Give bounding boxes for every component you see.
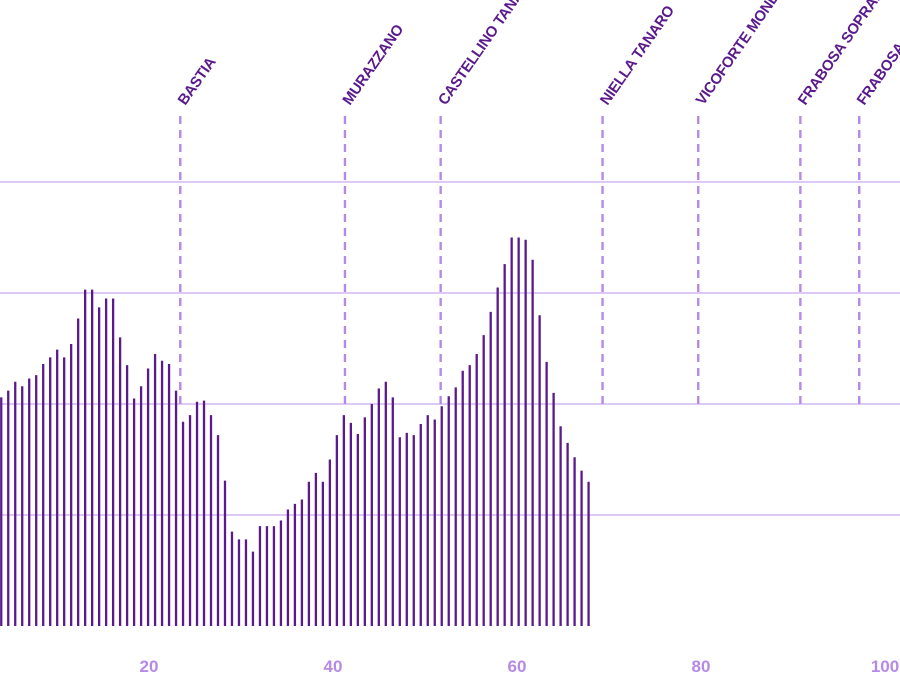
town-markers: BASTIA MURAZZANO CASTELLINO TANARO NIELLA T… (175, 0, 900, 405)
x-tick-label: 100 (871, 657, 899, 675)
marker-label: FRABOSA S (854, 29, 900, 109)
x-tick-label: 20 (140, 657, 159, 675)
marker-label: CASTELLINO TANARO (435, 0, 540, 108)
marker-label: BASTIA (175, 54, 220, 108)
x-tick-label: 40 (324, 657, 343, 675)
marker-label: FRABOSA SOPRANA (795, 0, 894, 108)
elevation-bars (0, 237, 590, 626)
x-tick-label: 60 (508, 657, 527, 675)
marker-label: VICOFORTE MONDOVÌ (693, 0, 798, 108)
marker-label: NIELLA TANARO (597, 2, 678, 108)
x-axis-ticks: 20 40 60 80 100 (140, 657, 900, 675)
marker-label: MURAZZANO (339, 21, 407, 108)
gridlines (0, 181, 900, 516)
x-tick-label: 80 (692, 657, 711, 675)
